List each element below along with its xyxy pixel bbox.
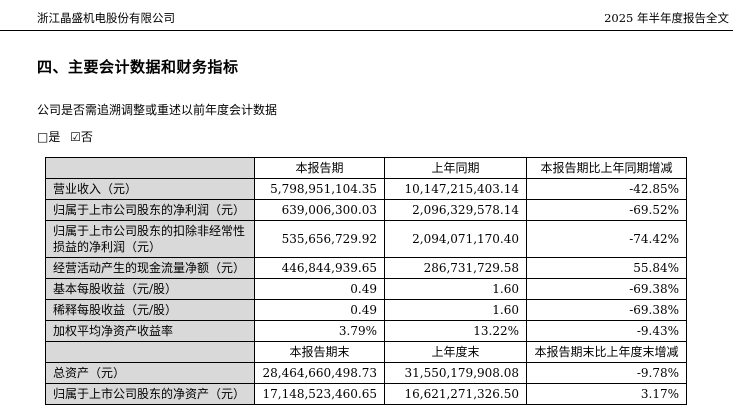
- column-header-cell: 上年同期: [384, 157, 527, 179]
- table-row: 总资产（元） 28,464,660,498.73 31,550,179,908.08…: [45, 362, 687, 384]
- row-label-cell: 经营活动产生的现金流量净额（元）: [45, 257, 255, 279]
- value-cell: 55.84%: [526, 257, 687, 279]
- value-cell: 3.17%: [526, 383, 687, 405]
- value-cell: -69.38%: [526, 278, 687, 300]
- value-cell: 446,844,939.65: [254, 257, 385, 279]
- checkbox-yes: □是: [37, 130, 61, 144]
- row-label-cell: 加权平均净资产收益率: [45, 320, 255, 342]
- header-label-cell: [45, 157, 255, 179]
- value-cell: 3.79%: [254, 320, 385, 342]
- value-cell: 1.60: [384, 299, 527, 321]
- row-label-cell: 归属于上市公司股东的净利润（元）: [45, 199, 255, 221]
- table-row: 归属于上市公司股东的净资产（元） 17,148,523,460.65 16,621,…: [45, 383, 687, 405]
- checkbox-no: ☑否: [70, 130, 93, 144]
- value-cell: -69.38%: [526, 299, 687, 321]
- value-cell: -9.43%: [526, 320, 687, 342]
- table-header-row: 本报告期末 上年度末 本报告期末比上年度末增减: [45, 341, 687, 363]
- value-cell: 0.49: [254, 299, 385, 321]
- table-header-row: 本报告期 上年同期 本报告期比上年同期增减: [45, 157, 687, 179]
- table-row: 归属于上市公司股东的净利润（元） 639,006,300.03 2,096,329,…: [45, 199, 687, 221]
- header-label-cell: [45, 341, 255, 363]
- value-cell: 13.22%: [384, 320, 527, 342]
- value-cell: 5,798,951,104.35: [254, 178, 385, 200]
- value-cell: -74.42%: [526, 220, 687, 258]
- page-content: 四、主要会计数据和财务指标 公司是否需追溯调整或重述以前年度会计数据 □是 ☑否…: [0, 56, 733, 405]
- company-name: 浙江晶盛机电股份有限公司: [37, 11, 175, 25]
- financial-indicators-table: 本报告期 上年同期 本报告期比上年同期增减 营业收入（元） 5,798,951,104.…: [45, 157, 687, 405]
- value-cell: -9.78%: [526, 362, 687, 384]
- row-label-cell: 归属于上市公司股东的扣除非经常性损益的净利润（元）: [45, 220, 255, 258]
- table-row: 基本每股收益（元/股） 0.49 1.60 -69.38%: [45, 278, 687, 300]
- column-header-cell: 本报告期末比上年度末增减: [526, 341, 687, 363]
- row-label-cell: 稀释每股收益（元/股）: [45, 299, 255, 321]
- report-title: 2025 年半年度报告全文: [604, 11, 729, 25]
- value-cell: 639,006,300.03: [254, 199, 385, 221]
- row-label-cell: 营业收入（元）: [45, 178, 255, 200]
- value-cell: 2,096,329,578.14: [384, 199, 527, 221]
- table-row: 经营活动产生的现金流量净额（元） 446,844,939.65 286,731,72…: [45, 257, 687, 279]
- table-row: 归属于上市公司股东的扣除非经常性损益的净利润（元） 535,656,729.92 2…: [45, 220, 687, 258]
- table-row: 加权平均净资产收益率 3.79% 13.22% -9.43%: [45, 320, 687, 342]
- value-cell: 0.49: [254, 278, 385, 300]
- column-header-cell: 本报告期末: [254, 341, 385, 363]
- table-row: 稀释每股收益（元/股） 0.49 1.60 -69.38%: [45, 299, 687, 321]
- column-header-cell: 上年度末: [384, 341, 527, 363]
- value-cell: 31,550,179,908.08: [384, 362, 527, 384]
- row-label-cell: 归属于上市公司股东的净资产（元）: [45, 383, 255, 405]
- row-label-cell: 总资产（元）: [45, 362, 255, 384]
- section-title: 四、主要会计数据和财务指标: [37, 58, 239, 76]
- value-cell: 10,147,215,403.14: [384, 178, 527, 200]
- value-cell: -42.85%: [526, 178, 687, 200]
- value-cell: 286,731,729.58: [384, 257, 527, 279]
- value-cell: 28,464,660,498.73: [254, 362, 385, 384]
- restatement-answer: □是 ☑否: [37, 128, 700, 145]
- value-cell: -69.52%: [526, 199, 687, 221]
- value-cell: 1.60: [384, 278, 527, 300]
- row-label-cell: 基本每股收益（元/股）: [45, 278, 255, 300]
- value-cell: 2,094,071,170.40: [384, 220, 527, 258]
- financial-table-body: 本报告期 上年同期 本报告期比上年同期增减 营业收入（元） 5,798,951,104.…: [45, 157, 687, 405]
- column-header-cell: 本报告期: [254, 157, 385, 179]
- table-row: 营业收入（元） 5,798,951,104.35 10,147,215,403.14…: [45, 178, 687, 200]
- column-header-cell: 本报告期比上年同期增减: [526, 157, 687, 179]
- value-cell: 535,656,729.92: [254, 220, 385, 258]
- value-cell: 17,148,523,460.65: [254, 383, 385, 405]
- value-cell: 16,621,271,326.50: [384, 383, 527, 405]
- page-header: 浙江晶盛机电股份有限公司 2025 年半年度报告全文: [0, 0, 733, 31]
- restatement-question: 公司是否需追溯调整或重述以前年度会计数据: [37, 103, 278, 117]
